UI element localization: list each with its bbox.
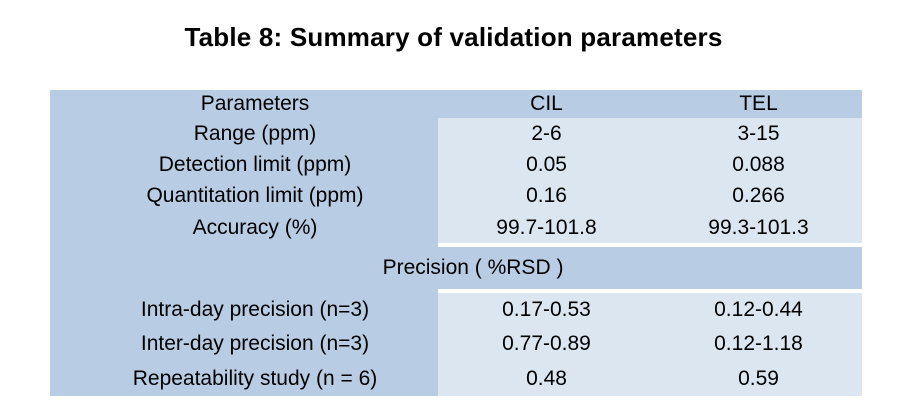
tel-value: 0.088 — [732, 152, 785, 176]
values-panel-bottom — [438, 293, 862, 396]
parameter-label: Intra-day precision (n=3) — [140, 298, 370, 321]
table-row: Quantitation limit (ppm) 0.16 0.266 — [50, 180, 862, 212]
tel-value: 99.3-101.3 — [708, 215, 809, 239]
table-row: Repeatability study (n = 6) 0.48 0.59 — [50, 361, 862, 396]
header-parameters: Parameters — [200, 92, 310, 115]
table-title: Table 8: Summary of validation parameter… — [184, 22, 723, 52]
parameter-label: Inter-day precision (n=3) — [140, 332, 370, 355]
cil-value: 99.7-101.8 — [496, 215, 597, 239]
tel-value: 0.12-1.18 — [714, 332, 803, 355]
table-row: Inter-day precision (n=3) 0.77-0.89 0.12… — [50, 327, 862, 361]
parameter-label: Detection limit (ppm) — [158, 152, 352, 176]
cil-value: 0.17-0.53 — [502, 298, 591, 321]
tel-value: 0.12-0.44 — [714, 298, 803, 321]
header-cil: CIL — [530, 92, 563, 115]
tel-value: 0.59 — [738, 366, 779, 390]
table-row: Intra-day precision (n=3) 0.17-0.53 0.12… — [50, 293, 862, 327]
parameter-label: Accuracy (%) — [192, 215, 318, 239]
parameter-label: Quantitation limit (ppm) — [146, 184, 364, 207]
cil-value: 0.77-0.89 — [502, 332, 591, 355]
table-header-row: Parameters CIL TEL — [50, 90, 862, 118]
cil-value: 0.05 — [526, 152, 567, 176]
values-panel-top — [438, 118, 862, 243]
cil-value: 0.16 — [526, 184, 567, 207]
precision-section-row: Precision ( %RSD ) — [50, 247, 862, 289]
row-divider-bottom — [438, 289, 862, 293]
precision-section-divider: Precision ( %RSD ) — [382, 256, 564, 279]
header-tel: TEL — [739, 92, 778, 115]
parameter-label: Repeatability study (n = 6) — [132, 366, 378, 390]
table-row: Detection limit (ppm) 0.05 0.088 — [50, 149, 862, 180]
cil-value: 0.48 — [526, 366, 567, 390]
tel-value: 3-15 — [737, 121, 780, 145]
validation-parameters-table: Parameters CIL TEL Range (ppm) 2-6 3-15 … — [50, 90, 862, 396]
table-row: Accuracy (%) 99.7-101.8 99.3-101.3 — [50, 212, 862, 243]
cil-value: 2-6 — [531, 121, 562, 145]
row-divider-top — [438, 243, 862, 247]
parameter-label: Range (ppm) — [193, 121, 317, 145]
table-row: Range (ppm) 2-6 3-15 — [50, 118, 862, 149]
tel-value: 0.266 — [732, 184, 785, 207]
